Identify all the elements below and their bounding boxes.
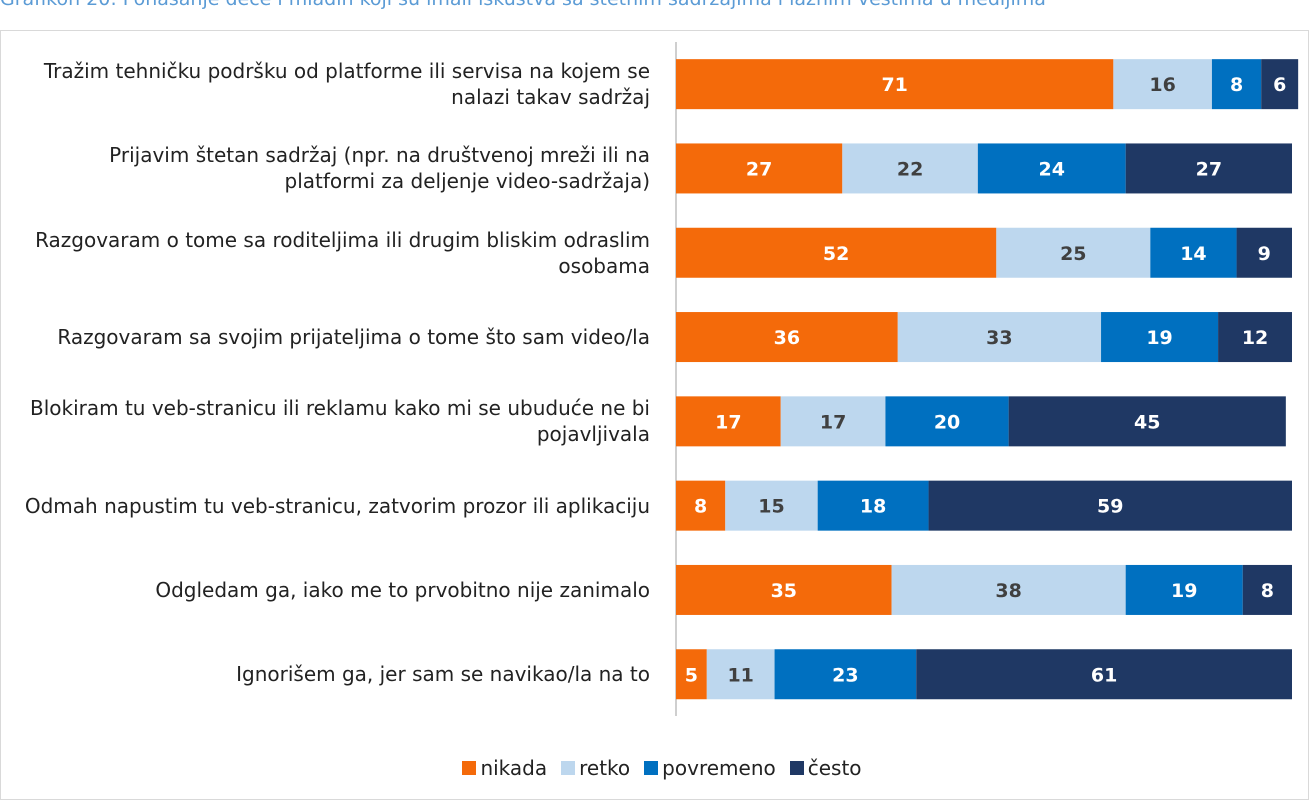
bar-segment [1261,59,1299,110]
legend-item: nikada [462,756,547,780]
bar-segment [916,649,1292,700]
data-label: 11 [727,664,753,686]
legend-item: retko [561,756,630,780]
bar-segment [780,396,886,447]
bar-segment [1101,312,1219,363]
category-label: Ignorišem ga, jer sam se navikao/la na t… [236,662,650,687]
data-label: 33 [986,327,1012,349]
bar-segment [977,143,1126,194]
data-label: 71 [881,74,907,96]
bar-segment [706,649,775,700]
data-label: 17 [820,411,846,433]
legend-swatch [644,761,659,775]
data-label: 8 [1230,74,1243,96]
category-label: Prijavim štetan sadržaj (npr. na društve… [109,143,650,194]
bar-segment [891,564,1126,615]
data-label: 18 [860,496,886,518]
legend-item: povremeno [644,756,776,780]
category-label: Blokiram tu veb-stranicu ili reklamu kak… [29,396,650,447]
data-label: 6 [1273,74,1286,96]
data-label: 17 [715,411,741,433]
bar-segment [1211,59,1262,110]
bar-segment [928,480,1292,531]
data-label: 23 [832,664,858,686]
bar-segment [1242,564,1292,615]
data-label: 19 [1146,327,1172,349]
data-label: 22 [897,158,923,180]
legend-swatch [561,761,576,775]
data-label: 25 [1060,243,1086,265]
bar-segment [1113,59,1212,110]
data-label: 15 [758,496,784,518]
bar-segment [885,396,1009,447]
data-label: 45 [1134,411,1160,433]
bar-segment [1218,312,1292,363]
category-label: Razgovaram sa svojim prijateljima o tome… [57,325,650,350]
bar-segment [1125,143,1292,194]
bar-segment [1125,564,1243,615]
data-label: 27 [746,158,772,180]
bar-segment [897,312,1102,363]
bar-segment [725,480,818,531]
bar-segment [996,227,1151,278]
data-label: 8 [1261,580,1274,602]
bar-segment [1150,227,1237,278]
data-label: 9 [1258,243,1271,265]
data-label: 61 [1091,664,1117,686]
data-label: 5 [685,664,698,686]
legend-label: često [807,756,862,780]
data-label: 59 [1097,496,1123,518]
bar-segment [676,143,843,194]
chart-title: Grafikon 20: Ponašanje dece i mladih koj… [0,0,1046,10]
data-label: 19 [1171,580,1197,602]
category-label: Odgledam ga, iako me to prvobitno nije z… [155,577,650,602]
bar-segment [676,649,707,700]
category-label: Odmah napustim tu veb-stranicu, zatvorim… [24,493,650,518]
bar-segment [676,227,997,278]
bar-segment [1236,227,1292,278]
category-label: Razgovaram o tome sa roditeljima ili dru… [35,227,650,278]
legend-swatch [462,761,477,775]
legend-label: povremeno [662,756,776,780]
legend-label: retko [579,756,631,780]
data-label: 24 [1039,158,1065,180]
category-label: Tražim tehničku podršku od platforme ili… [43,59,650,110]
data-label: 27 [1196,158,1222,180]
data-label: 35 [771,580,797,602]
data-label: 38 [995,580,1021,602]
bar-segment [676,59,1114,110]
bar-segment [676,396,781,447]
data-label: 16 [1149,74,1175,96]
bar-segment [1008,396,1286,447]
legend-label: nikada [480,756,548,780]
legend: nikada retko povremeno često [0,756,1310,780]
bar-segment [774,649,917,700]
chart-frame [0,30,1309,800]
bar-segment [676,480,726,531]
data-label: 36 [774,327,800,349]
legend-swatch [789,761,804,775]
data-label: 8 [694,496,707,518]
data-label: 20 [934,411,960,433]
bar-segment [676,312,898,363]
data-label: 12 [1242,327,1268,349]
bar-segment [817,480,929,531]
legend-item: često [789,756,862,780]
bar-segment [676,564,892,615]
data-label: 52 [823,243,849,265]
bar-segment [842,143,978,194]
data-label: 14 [1180,243,1206,265]
